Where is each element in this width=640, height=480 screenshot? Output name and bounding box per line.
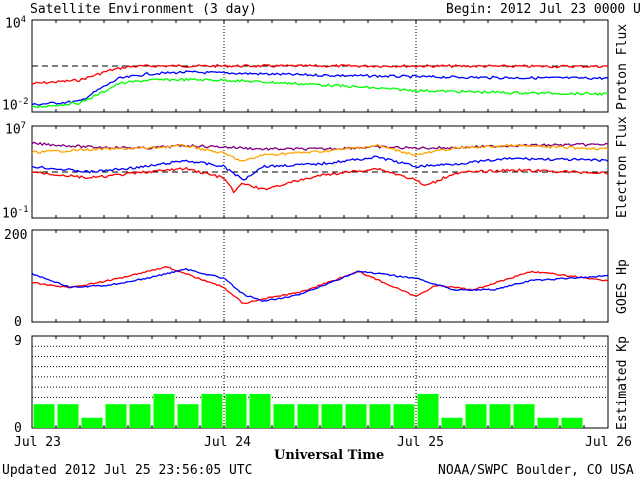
- kp-bar: [273, 404, 295, 428]
- kp-bar: [129, 404, 151, 428]
- kp-bar: [297, 404, 319, 428]
- begin-label: Begin:: [446, 2, 493, 17]
- kp-bar: [225, 393, 247, 428]
- kp-bar: [393, 404, 415, 428]
- series-line-1-1: [31, 143, 609, 162]
- xtick-jul24: Jul 24: [204, 435, 251, 450]
- kp-ytick-top: 9: [14, 334, 22, 349]
- hp-ytick-bottom: 0: [14, 315, 22, 330]
- chart-title: Satellite Environment (3 day): [30, 2, 257, 17]
- credit-text: NOAA/SWPC Boulder, CO USA: [438, 463, 634, 478]
- kp-bar: [153, 393, 175, 428]
- series-line-0-0: [32, 64, 609, 85]
- panel-frame-2: [31, 229, 609, 323]
- kp-bar: [57, 404, 79, 428]
- proton-ytick-bottom: 10-2: [2, 97, 29, 114]
- series-line-0-1: [31, 70, 609, 106]
- kp-bar: [561, 417, 583, 428]
- estimated-kp-label: Estimated Kp: [615, 336, 630, 430]
- kp-bar: [417, 393, 439, 428]
- goes-hp-label: GOES Hp: [615, 259, 630, 314]
- electron-ytick-bottom: 10-1: [2, 205, 29, 222]
- electron-ytick-top: 107: [5, 121, 27, 138]
- series-line-2-0: [31, 266, 609, 305]
- kp-bar: [321, 404, 343, 428]
- kp-bar: [249, 393, 271, 428]
- kp-bar: [537, 417, 559, 428]
- kp-ytick-bottom: 0: [14, 421, 22, 436]
- kp-bar: [465, 404, 487, 428]
- proton-flux-label: Proton Flux: [615, 23, 630, 110]
- series-line-1-0: [31, 141, 609, 151]
- xtick-jul26: Jul 26: [585, 435, 632, 450]
- kp-bar: [201, 393, 223, 428]
- kp-bar: [345, 404, 367, 428]
- series-line-1-2: [31, 155, 609, 181]
- series-line-2-1: [31, 267, 609, 302]
- x-axis-label: Universal Time: [274, 448, 385, 463]
- series-line-0-2: [31, 77, 609, 108]
- kp-bar: [81, 417, 103, 428]
- kp-bar: [369, 404, 391, 428]
- kp-bar: [489, 404, 511, 428]
- xtick-jul23: Jul 23: [14, 435, 61, 450]
- updated-timestamp: Updated 2012 Jul 25 23:56:05 UTC: [2, 463, 253, 478]
- kp-bar: [33, 404, 55, 428]
- hp-ytick-top: 200: [4, 228, 28, 243]
- series-line-1-3: [31, 166, 609, 194]
- kp-bar: [105, 404, 127, 428]
- xtick-jul25: Jul 25: [397, 435, 444, 450]
- kp-bar: [177, 404, 199, 428]
- kp-bar: [441, 417, 463, 428]
- proton-ytick-top: 104: [5, 15, 27, 32]
- kp-bar: [513, 404, 535, 428]
- electron-flux-label: Electron Flux: [615, 116, 630, 218]
- begin-value: 2012 Jul 23 0000 UTC: [500, 2, 640, 17]
